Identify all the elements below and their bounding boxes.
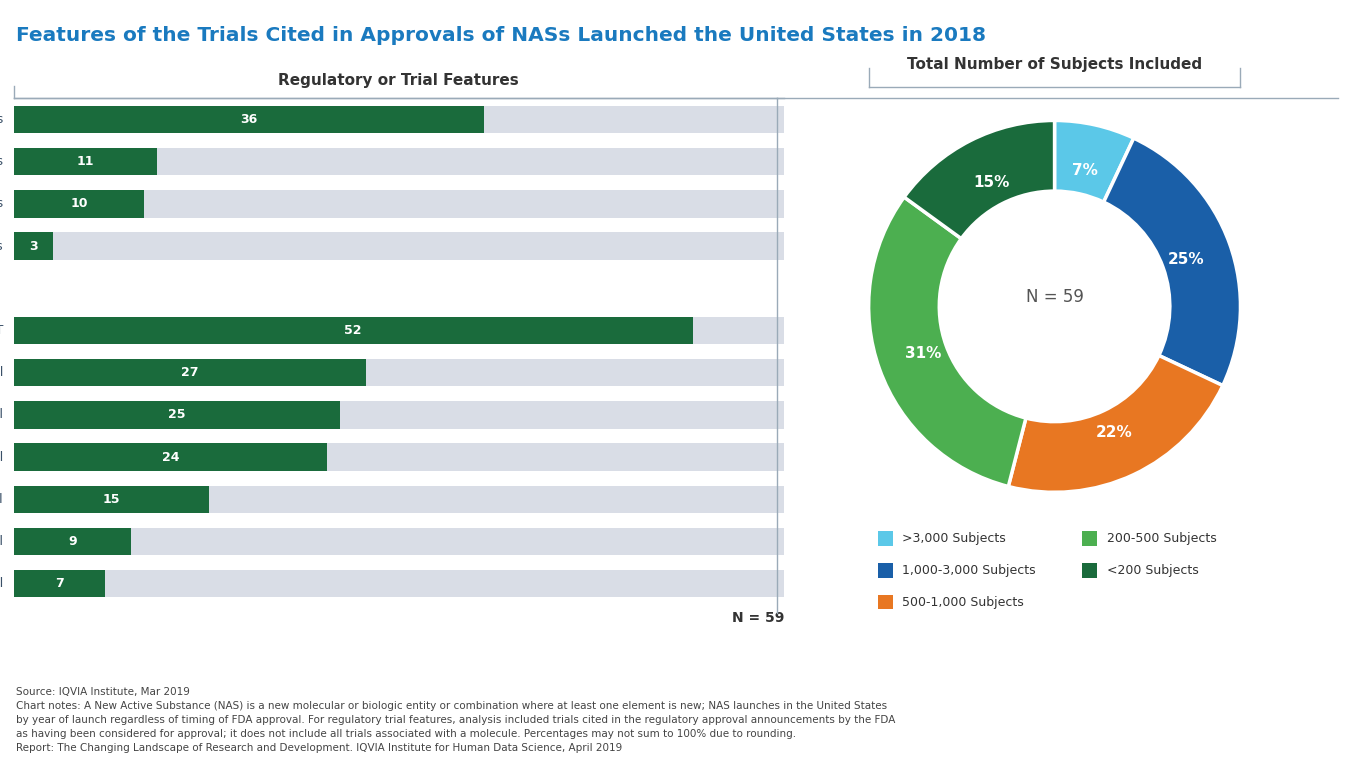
Bar bbox=[14, 106, 484, 133]
Text: 10: 10 bbox=[70, 198, 88, 210]
Text: 25: 25 bbox=[168, 408, 185, 422]
Text: Features of the Trials Cited in Approvals of NASs Launched the United States in : Features of the Trials Cited in Approval… bbox=[16, 26, 986, 45]
Bar bbox=[14, 570, 105, 597]
Text: Priority Status: Priority Status bbox=[0, 113, 3, 126]
Bar bbox=[14, 148, 784, 176]
FancyBboxPatch shape bbox=[1083, 563, 1098, 578]
Wedge shape bbox=[1103, 138, 1241, 385]
Bar bbox=[14, 444, 784, 471]
FancyBboxPatch shape bbox=[877, 531, 892, 547]
Title: Total Number of Subjects Included: Total Number of Subjects Included bbox=[907, 58, 1202, 73]
Wedge shape bbox=[1055, 120, 1134, 202]
Wedge shape bbox=[904, 120, 1055, 238]
Bar bbox=[14, 232, 784, 260]
Text: 7: 7 bbox=[55, 577, 64, 590]
Text: 15: 15 bbox=[103, 493, 120, 506]
Text: Accelerated Status: Accelerated Status bbox=[0, 239, 3, 253]
Text: Breakthrough Status: Breakthrough Status bbox=[0, 198, 3, 210]
Text: Includes an Active Control Trial: Includes an Active Control Trial bbox=[0, 366, 3, 379]
Text: N = 59: N = 59 bbox=[1026, 288, 1083, 306]
Title: Regulatory or Trial Features: Regulatory or Trial Features bbox=[279, 73, 519, 88]
Text: Includes a Phase I or II Trial: Includes a Phase I or II Trial bbox=[0, 493, 3, 506]
Text: 7%: 7% bbox=[1072, 163, 1098, 178]
Text: Based on Only One Trial: Based on Only One Trial bbox=[0, 408, 3, 422]
FancyBboxPatch shape bbox=[877, 563, 892, 578]
Bar bbox=[14, 359, 784, 386]
Text: Fast Track Status: Fast Track Status bbox=[0, 155, 3, 168]
Bar bbox=[14, 570, 784, 597]
Bar bbox=[14, 444, 327, 471]
Text: Source: IQVIA Institute, Mar 2019
Chart notes: A New Active Substance (NAS) is a: Source: IQVIA Institute, Mar 2019 Chart … bbox=[16, 687, 895, 753]
Bar bbox=[14, 528, 131, 555]
Bar bbox=[14, 232, 53, 260]
Bar bbox=[14, 485, 784, 513]
Text: 9: 9 bbox=[68, 535, 77, 548]
Bar bbox=[14, 485, 210, 513]
Text: 200-500 Subjects: 200-500 Subjects bbox=[1107, 532, 1217, 545]
Bar bbox=[14, 401, 341, 428]
Bar bbox=[14, 528, 784, 555]
Text: 11: 11 bbox=[77, 155, 95, 168]
Text: Includes a Single-Arm Trial: Includes a Single-Arm Trial bbox=[0, 535, 3, 548]
Bar bbox=[14, 316, 692, 344]
Bar bbox=[14, 190, 784, 217]
Bar bbox=[14, 401, 784, 428]
Bar bbox=[14, 316, 784, 344]
Text: 22%: 22% bbox=[1095, 425, 1133, 440]
Text: Includes an RCT: Includes an RCT bbox=[0, 324, 3, 337]
Text: <200 Subjects: <200 Subjects bbox=[1107, 564, 1198, 577]
Text: 3: 3 bbox=[28, 239, 38, 253]
Text: Includes an Open-Label Trial: Includes an Open-Label Trial bbox=[0, 450, 3, 463]
Text: N = 59: N = 59 bbox=[731, 611, 784, 625]
Bar bbox=[14, 106, 784, 133]
Text: 15%: 15% bbox=[973, 175, 1010, 190]
Text: Based on Only a Phase I or II Trial: Based on Only a Phase I or II Trial bbox=[0, 577, 3, 590]
Text: >3,000 Subjects: >3,000 Subjects bbox=[902, 532, 1006, 545]
Text: 27: 27 bbox=[181, 366, 199, 379]
Bar bbox=[14, 148, 157, 176]
Text: 500-1,000 Subjects: 500-1,000 Subjects bbox=[902, 596, 1023, 609]
FancyBboxPatch shape bbox=[877, 594, 892, 609]
Bar bbox=[14, 190, 145, 217]
Text: 36: 36 bbox=[241, 113, 257, 126]
Bar bbox=[14, 359, 366, 386]
Wedge shape bbox=[1009, 356, 1222, 492]
Text: 1,000-3,000 Subjects: 1,000-3,000 Subjects bbox=[902, 564, 1036, 577]
Text: 31%: 31% bbox=[906, 346, 941, 361]
Text: 24: 24 bbox=[161, 450, 178, 463]
Wedge shape bbox=[868, 197, 1026, 487]
Text: 52: 52 bbox=[345, 324, 362, 337]
FancyBboxPatch shape bbox=[1083, 531, 1098, 547]
Text: 25%: 25% bbox=[1167, 251, 1205, 266]
